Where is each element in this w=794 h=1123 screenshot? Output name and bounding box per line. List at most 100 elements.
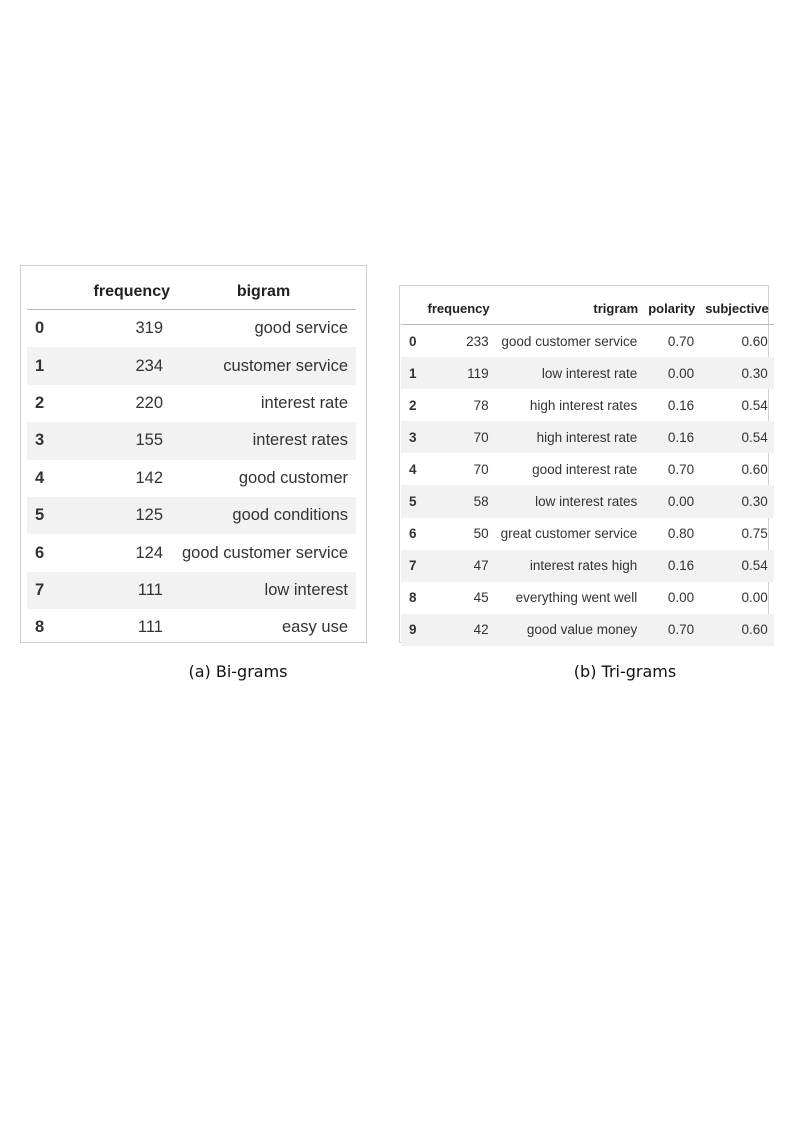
trigram-trigram-cell: high interest rate (536, 429, 638, 445)
trigram-trigram-cell: high interest rates (529, 397, 638, 413)
bigram-frequency-cell: 155 (135, 431, 163, 450)
bigram-bigram-cell: interest rates (252, 431, 348, 450)
trigram-polarity-cell: 0.80 (667, 526, 695, 542)
trigram-frequency-cell: 233 (466, 333, 489, 349)
trigram-subjective-header: subjective (705, 301, 769, 316)
trigram-trigram-cell: interest rates high (529, 558, 638, 574)
trigram-index-cell: 8 (409, 590, 417, 606)
bigram-index-cell: 2 (35, 393, 45, 412)
bigram-table-row: 7 111 low interest (27, 571, 356, 610)
bigram-bigram-cell: good customer (238, 468, 348, 487)
bigram-index-cell: 4 (35, 468, 45, 487)
trigram-frequency-cell: 42 (473, 622, 489, 638)
trigram-table-row: 9 42 good value money 0.70 0.60 (401, 613, 774, 646)
bigram-frequency-cell: 124 (135, 543, 163, 562)
trigram-subjective-cell: 0.60 (741, 622, 768, 638)
trigram-table-row: 0 233 good customer service 0.70 0.60 (401, 325, 774, 358)
bigram-table-body: 0 319 good service 1 234 customer service 2 220… (27, 310, 356, 647)
trigram-subjective-cell: 0.54 (741, 429, 768, 445)
bigram-index-cell: 0 (35, 319, 45, 338)
bigram-table-row: 8 111 easy use (27, 609, 356, 646)
bigram-frequency-cell: 125 (135, 506, 163, 525)
trigram-table-header-row: frequency trigram polarity subjective (401, 286, 774, 325)
bigram-frequency-cell: 319 (135, 319, 163, 338)
trigram-frequency-cell: 70 (473, 429, 489, 445)
trigram-index-cell: 9 (409, 622, 417, 638)
trigram-trigram-cell: good interest rate (532, 461, 638, 477)
bigram-index-cell: 7 (35, 580, 45, 599)
trigram-table-row: 7 47 interest rates high 0.16 0.54 (401, 549, 774, 582)
trigram-index-cell: 1 (409, 365, 417, 381)
trigram-index-cell: 7 (409, 558, 417, 574)
bigram-bigram-header: bigram (236, 283, 291, 300)
trigram-table-row: 5 58 low interest rates 0.00 0.30 (401, 485, 774, 518)
trigram-index-cell: 4 (409, 461, 417, 477)
bigram-index-cell: 6 (35, 543, 45, 562)
trigram-subjective-cell: 0.54 (741, 397, 768, 413)
trigram-polarity-cell: 0.00 (667, 494, 695, 510)
bigram-bigram-cell: good conditions (232, 506, 348, 525)
trigram-index-cell: 5 (409, 494, 417, 510)
bigram-frequency-cell: 142 (135, 468, 163, 487)
trigram-index-header (401, 286, 423, 325)
trigram-frequency-cell: 45 (473, 590, 489, 606)
trigram-frequency-cell: 47 (473, 558, 489, 574)
bigram-frequency-header: frequency (93, 283, 170, 300)
trigram-polarity-cell: 0.00 (667, 590, 695, 606)
bigram-frequency-cell: 220 (135, 393, 163, 412)
bigram-table-row: 2 220 interest rate (27, 385, 356, 422)
trigram-polarity-cell: 0.16 (667, 558, 695, 574)
bigram-bigram-cell: easy use (281, 618, 348, 637)
bigram-bigram-cell: interest rate (260, 393, 348, 412)
bigram-bigram-cell: low interest (264, 580, 348, 599)
caption-trigrams: (b) Tri-grams (573, 662, 677, 681)
bigram-index-cell: 5 (35, 506, 45, 525)
bigram-bigram-cell: good service (254, 319, 348, 338)
trigram-table-body: 0 233 good customer service 0.70 0.60 1 119 low… (401, 325, 774, 646)
bigram-table-row: 1 234 customer service (27, 347, 356, 385)
bigram-table-row: 5 125 good conditions (27, 496, 356, 535)
trigram-subjective-cell: 0.00 (741, 590, 768, 606)
trigram-trigram-cell: everything went well (515, 590, 638, 606)
trigram-table-panel: frequency trigram polarity subjective 0 2… (399, 285, 774, 646)
bigram-table-panel: frequency bigram 0 319 good service 1 234 cus… (20, 265, 367, 643)
trigram-polarity-cell: 0.16 (667, 429, 695, 445)
bigram-index-cell: 1 (35, 356, 45, 375)
trigram-polarity-cell: 0.70 (667, 333, 695, 349)
trigram-subjective-cell: 0.30 (741, 365, 768, 381)
bigram-table-row: 3 155 interest rates (27, 422, 356, 460)
trigram-trigram-cell: great customer service (500, 526, 638, 542)
trigram-frequency-header: frequency (427, 301, 490, 316)
bigram-bigram-cell: customer service (223, 356, 348, 375)
trigram-table-row: 2 78 high interest rates 0.16 0.54 (401, 389, 774, 421)
bigram-table-row: 4 142 good customer (27, 460, 356, 497)
trigram-trigram-header: trigram (593, 301, 639, 316)
trigram-subjective-cell: 0.75 (741, 526, 768, 542)
bigram-frequency-cell: 111 (137, 618, 163, 637)
bigram-frequency-cell: 111 (137, 580, 163, 599)
trigram-polarity-header: polarity (648, 301, 696, 316)
bigram-table-row: 0 319 good service (27, 310, 356, 348)
trigram-trigram-cell: good customer service (501, 333, 638, 349)
bigram-table-header-row: frequency bigram (27, 266, 356, 310)
bigram-table: frequency bigram 0 319 good service 1 234 cus… (27, 266, 356, 647)
trigram-index-cell: 0 (409, 333, 417, 349)
trigram-table-row: 8 45 everything went well 0.00 0.00 (401, 582, 774, 614)
trigram-table: frequency trigram polarity subjective 0 2… (401, 286, 774, 646)
trigram-trigram-cell: good value money (526, 622, 638, 638)
trigram-index-cell: 2 (409, 397, 417, 413)
trigram-polarity-cell: 0.16 (667, 397, 695, 413)
trigram-index-cell: 3 (409, 429, 417, 445)
trigram-table-row: 6 50 great customer service 0.80 0.75 (401, 518, 774, 550)
trigram-trigram-cell: low interest rates (535, 494, 638, 510)
bigram-table-row: 6 124 good customer service (27, 534, 356, 571)
trigram-trigram-cell: low interest rate (541, 365, 638, 381)
caption-bigrams: (a) Bi-grams (188, 662, 288, 681)
trigram-polarity-cell: 0.00 (667, 365, 695, 381)
trigram-subjective-cell: 0.30 (741, 494, 768, 510)
bigram-frequency-cell: 234 (135, 356, 163, 375)
trigram-subjective-cell: 0.60 (741, 461, 768, 477)
bigram-index-cell: 8 (35, 618, 45, 637)
trigram-table-row: 3 70 high interest rate 0.16 0.54 (401, 421, 774, 454)
trigram-table-row: 4 70 good interest rate 0.70 0.60 (401, 453, 774, 485)
